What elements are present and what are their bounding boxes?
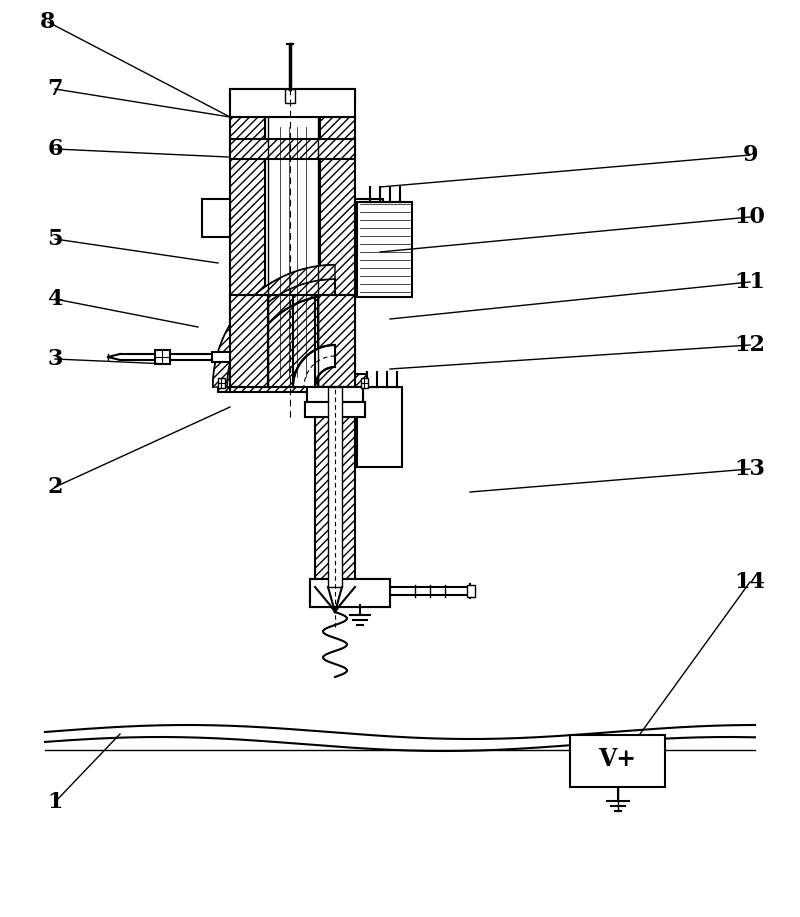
Text: 11: 11	[734, 271, 766, 293]
Text: 10: 10	[734, 206, 766, 228]
Polygon shape	[230, 139, 355, 159]
Polygon shape	[230, 89, 355, 103]
Polygon shape	[307, 387, 363, 402]
Bar	[361, 378, 368, 388]
Polygon shape	[230, 117, 265, 387]
Polygon shape	[315, 387, 355, 587]
Bar	[310, 579, 390, 607]
Text: 13: 13	[734, 458, 766, 480]
Polygon shape	[230, 295, 268, 387]
Text: 3: 3	[47, 348, 62, 370]
Polygon shape	[293, 345, 335, 387]
Text: 7: 7	[47, 78, 62, 100]
Text: 12: 12	[734, 334, 766, 356]
Polygon shape	[213, 265, 335, 387]
Text: 4: 4	[47, 288, 62, 310]
Bar	[357, 387, 402, 467]
Bar	[307, 387, 363, 402]
Polygon shape	[310, 579, 390, 607]
Bar	[355, 199, 383, 237]
Text: V+: V+	[598, 747, 637, 771]
Text: 1: 1	[47, 791, 62, 813]
Polygon shape	[227, 279, 335, 387]
Text: 14: 14	[734, 571, 766, 593]
Bar	[467, 585, 475, 597]
Polygon shape	[318, 295, 355, 387]
Bar	[155, 350, 170, 364]
Text: 6: 6	[47, 138, 62, 160]
Polygon shape	[218, 374, 367, 392]
Text: 5: 5	[47, 228, 62, 250]
Polygon shape	[305, 402, 365, 417]
Bar	[265, 117, 320, 387]
Polygon shape	[320, 117, 355, 387]
Bar	[218, 378, 225, 388]
Bar	[328, 387, 342, 587]
Bar	[357, 202, 412, 297]
Bar	[570, 735, 665, 787]
Text: 9: 9	[742, 144, 758, 166]
Bar	[305, 402, 365, 417]
Polygon shape	[243, 295, 335, 387]
Bar	[230, 89, 355, 117]
Bar	[212, 352, 230, 362]
Bar	[202, 199, 230, 237]
Text: 2: 2	[47, 476, 62, 498]
Text: 8: 8	[40, 11, 56, 33]
Bar	[285, 89, 295, 103]
